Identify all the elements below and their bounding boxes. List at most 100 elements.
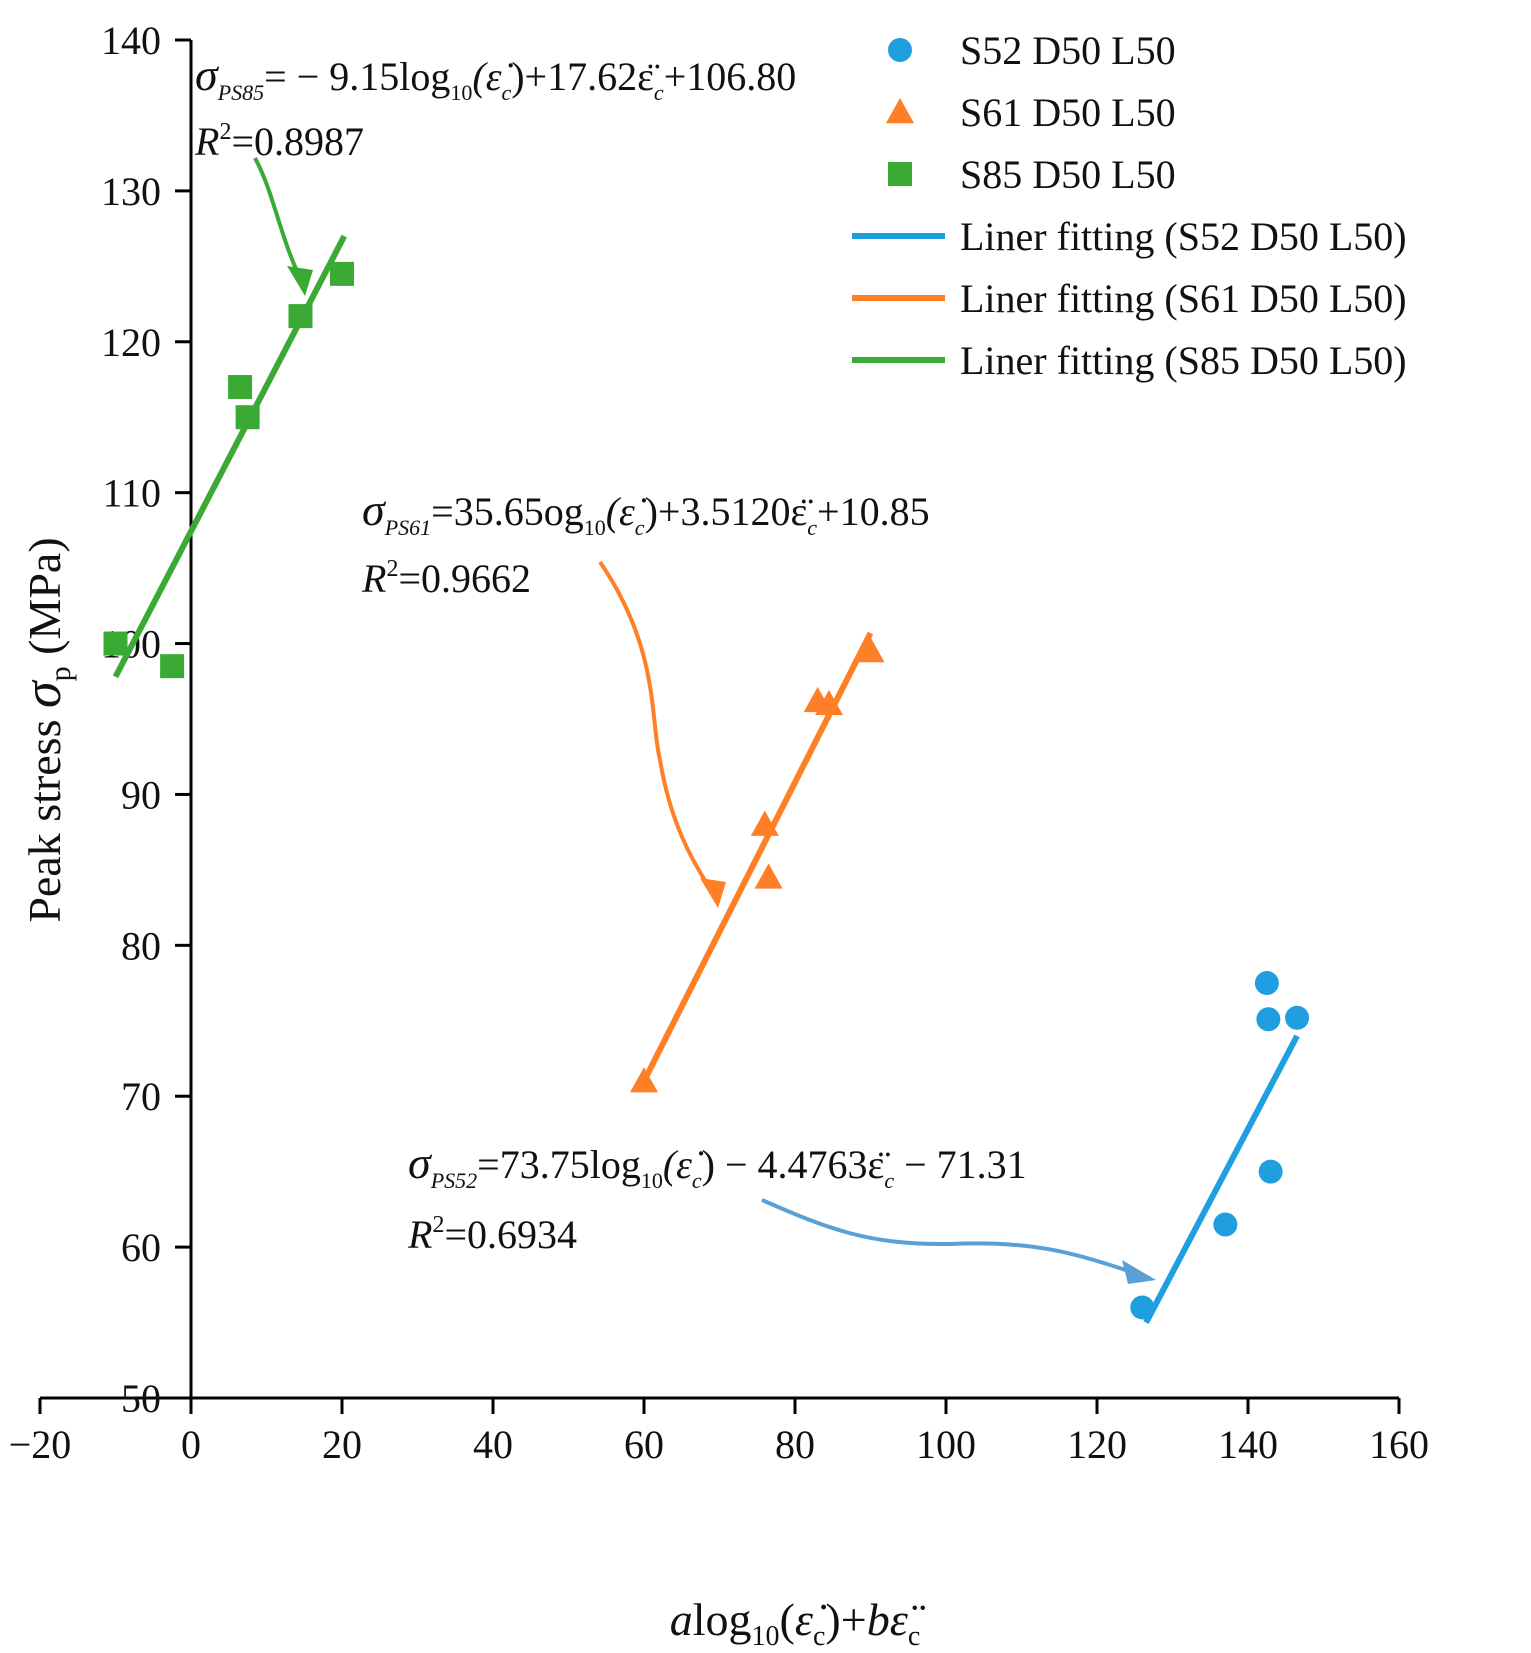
equation-part: c <box>501 80 511 105</box>
x-tick-label: 60 <box>624 1422 664 1467</box>
equation-part: =35.65og <box>431 489 584 534</box>
equation-part: )+3.5120ε̈ <box>645 489 814 534</box>
y-tick-label: 80 <box>121 923 161 968</box>
data-point <box>330 261 354 286</box>
equation-text: σPS85= − 9.15log10(ε̇c)+17.62ε̈c+106.80 <box>195 49 796 105</box>
equation-part: +106.80 <box>664 54 797 99</box>
data-point <box>160 654 185 679</box>
legend-entry: Liner fitting (S85 D50 L50) <box>852 338 1407 383</box>
y-tick-label: 140 <box>101 18 161 63</box>
equation-part: = − 9.15log <box>264 54 450 99</box>
r-squared-text: R2=0.9662 <box>361 556 531 601</box>
data-point <box>630 1067 658 1093</box>
legend-label: S61 D50 L50 <box>960 90 1176 135</box>
x-axis-title-a: a <box>670 1594 693 1645</box>
x-axis-title: alog10(ε̇c)+bε̈c <box>670 1594 926 1652</box>
legend-label: S52 D50 L50 <box>960 28 1176 73</box>
y-tick-label: 110 <box>102 471 161 516</box>
equation-part: 10 <box>641 1168 663 1193</box>
data-point <box>1285 1005 1310 1030</box>
x-axis-title-sub10: 10 <box>752 1621 780 1652</box>
data-point <box>1213 1212 1238 1237</box>
y-tick-label: 130 <box>101 169 161 214</box>
equation-part: =73.75log <box>477 1142 641 1187</box>
legend-entry: Liner fitting (S61 D50 L50) <box>852 276 1407 321</box>
data-point <box>288 304 313 329</box>
x-axis-title-subc1: c <box>813 1621 825 1652</box>
r-squared-sup: 2 <box>219 119 231 145</box>
equation-part: c <box>807 515 817 540</box>
r-squared-label: R <box>361 556 386 601</box>
equation-part: ) − 4.4763ε̈ <box>702 1142 891 1187</box>
x-tick-label: 40 <box>473 1422 513 1467</box>
data-point <box>856 637 885 663</box>
x-axis-title-mid: )+ <box>825 1594 866 1645</box>
data-point <box>235 405 260 430</box>
equation-part: σ <box>408 1137 433 1188</box>
data-point <box>1256 1007 1281 1032</box>
annotation-arrowhead <box>1122 1260 1156 1284</box>
y-tick-label: 70 <box>121 1074 161 1119</box>
legend-marker-swatch <box>888 162 912 186</box>
x-axis-title-log: log <box>693 1594 752 1645</box>
equation-part: 10 <box>450 80 472 105</box>
fit-line <box>641 631 874 1083</box>
equation-part: σ <box>195 49 220 100</box>
x-tick-label: 0 <box>181 1422 201 1467</box>
legend-marker-swatch <box>886 98 914 124</box>
x-axis-title-b: b <box>867 1594 890 1645</box>
legend-label: Liner fitting (S61 D50 L50) <box>960 276 1407 321</box>
data-point <box>814 689 843 716</box>
fit-line <box>1143 1034 1300 1324</box>
x-tick-label: −20 <box>9 1422 72 1467</box>
legend-entry: S52 D50 L50 <box>888 28 1176 73</box>
equation-part: − 71.31 <box>894 1142 1027 1187</box>
equation-part: PS85 <box>217 80 264 105</box>
y-tick-label: 120 <box>101 320 161 365</box>
equation-part: c <box>692 1168 702 1193</box>
data-point <box>228 375 253 400</box>
y-axis-title-symbol: σ <box>12 679 72 708</box>
x-tick-label: 80 <box>775 1422 815 1467</box>
equation-text: σPS52=73.75log10(ε̇c) − 4.4763ε̈c − 71.3… <box>408 1137 1027 1193</box>
x-tick-label: 120 <box>1067 1422 1127 1467</box>
y-tick-label: 90 <box>121 772 161 817</box>
legend-label: S85 D50 L50 <box>960 152 1176 197</box>
legend-label: Liner fitting (S52 D50 L50) <box>960 214 1407 259</box>
equation-text: σPS61=35.65og10(ε̇c)+3.5120ε̈c+10.85 <box>362 484 930 540</box>
x-tick-label: 140 <box>1218 1422 1278 1467</box>
equation-part: +10.85 <box>817 489 930 534</box>
equation-part: c <box>654 80 664 105</box>
data-point <box>1130 1295 1155 1320</box>
r-squared-value: =0.6934 <box>444 1212 577 1257</box>
r-squared-value: =0.9662 <box>398 556 531 601</box>
x-axis-title-subc2: c <box>908 1621 920 1652</box>
data-points-layer <box>103 261 1310 1320</box>
equation-part: PS61 <box>384 515 431 540</box>
equation-annotation: σPS52=73.75log10(ε̇c) − 4.4763ε̈c − 71.3… <box>407 1137 1156 1284</box>
legend-entry: S85 D50 L50 <box>888 152 1176 197</box>
equation-part: PS52 <box>430 1168 477 1193</box>
annotation-arrow <box>598 560 720 902</box>
data-point <box>754 863 783 889</box>
data-point <box>1254 971 1279 996</box>
y-tick-label: 50 <box>121 1376 161 1421</box>
data-point <box>103 631 128 656</box>
y-axis-title-prefix: Peak stress <box>19 708 70 923</box>
equation-part: σ <box>362 484 387 535</box>
y-axis-title: Peak stress σp (MPa) <box>12 537 77 922</box>
legend: S52 D50 L50 S61 D50 L50 S85 D50 L50 Liner f… <box>852 28 1407 383</box>
x-tick-label: 20 <box>322 1422 362 1467</box>
y-axis-title-suffix: (MPa) <box>19 537 70 666</box>
y-axis-title-sub: p <box>44 666 77 681</box>
legend-label: Liner fitting (S85 D50 L50) <box>960 338 1407 383</box>
annotation-arrowhead <box>287 266 313 296</box>
x-axis-title-open: ( <box>780 1594 795 1645</box>
data-point <box>1258 1159 1283 1184</box>
fit-line <box>112 234 347 679</box>
axes-layer: −200204060801001201401605060708090100110… <box>9 18 1429 1467</box>
legend-entry: Liner fitting (S52 D50 L50) <box>852 214 1407 259</box>
equation-annotation: σPS61=35.65og10(ε̇c)+3.5120ε̈c+10.85 R2=0… <box>361 484 930 908</box>
r-squared-label: R <box>194 119 219 164</box>
